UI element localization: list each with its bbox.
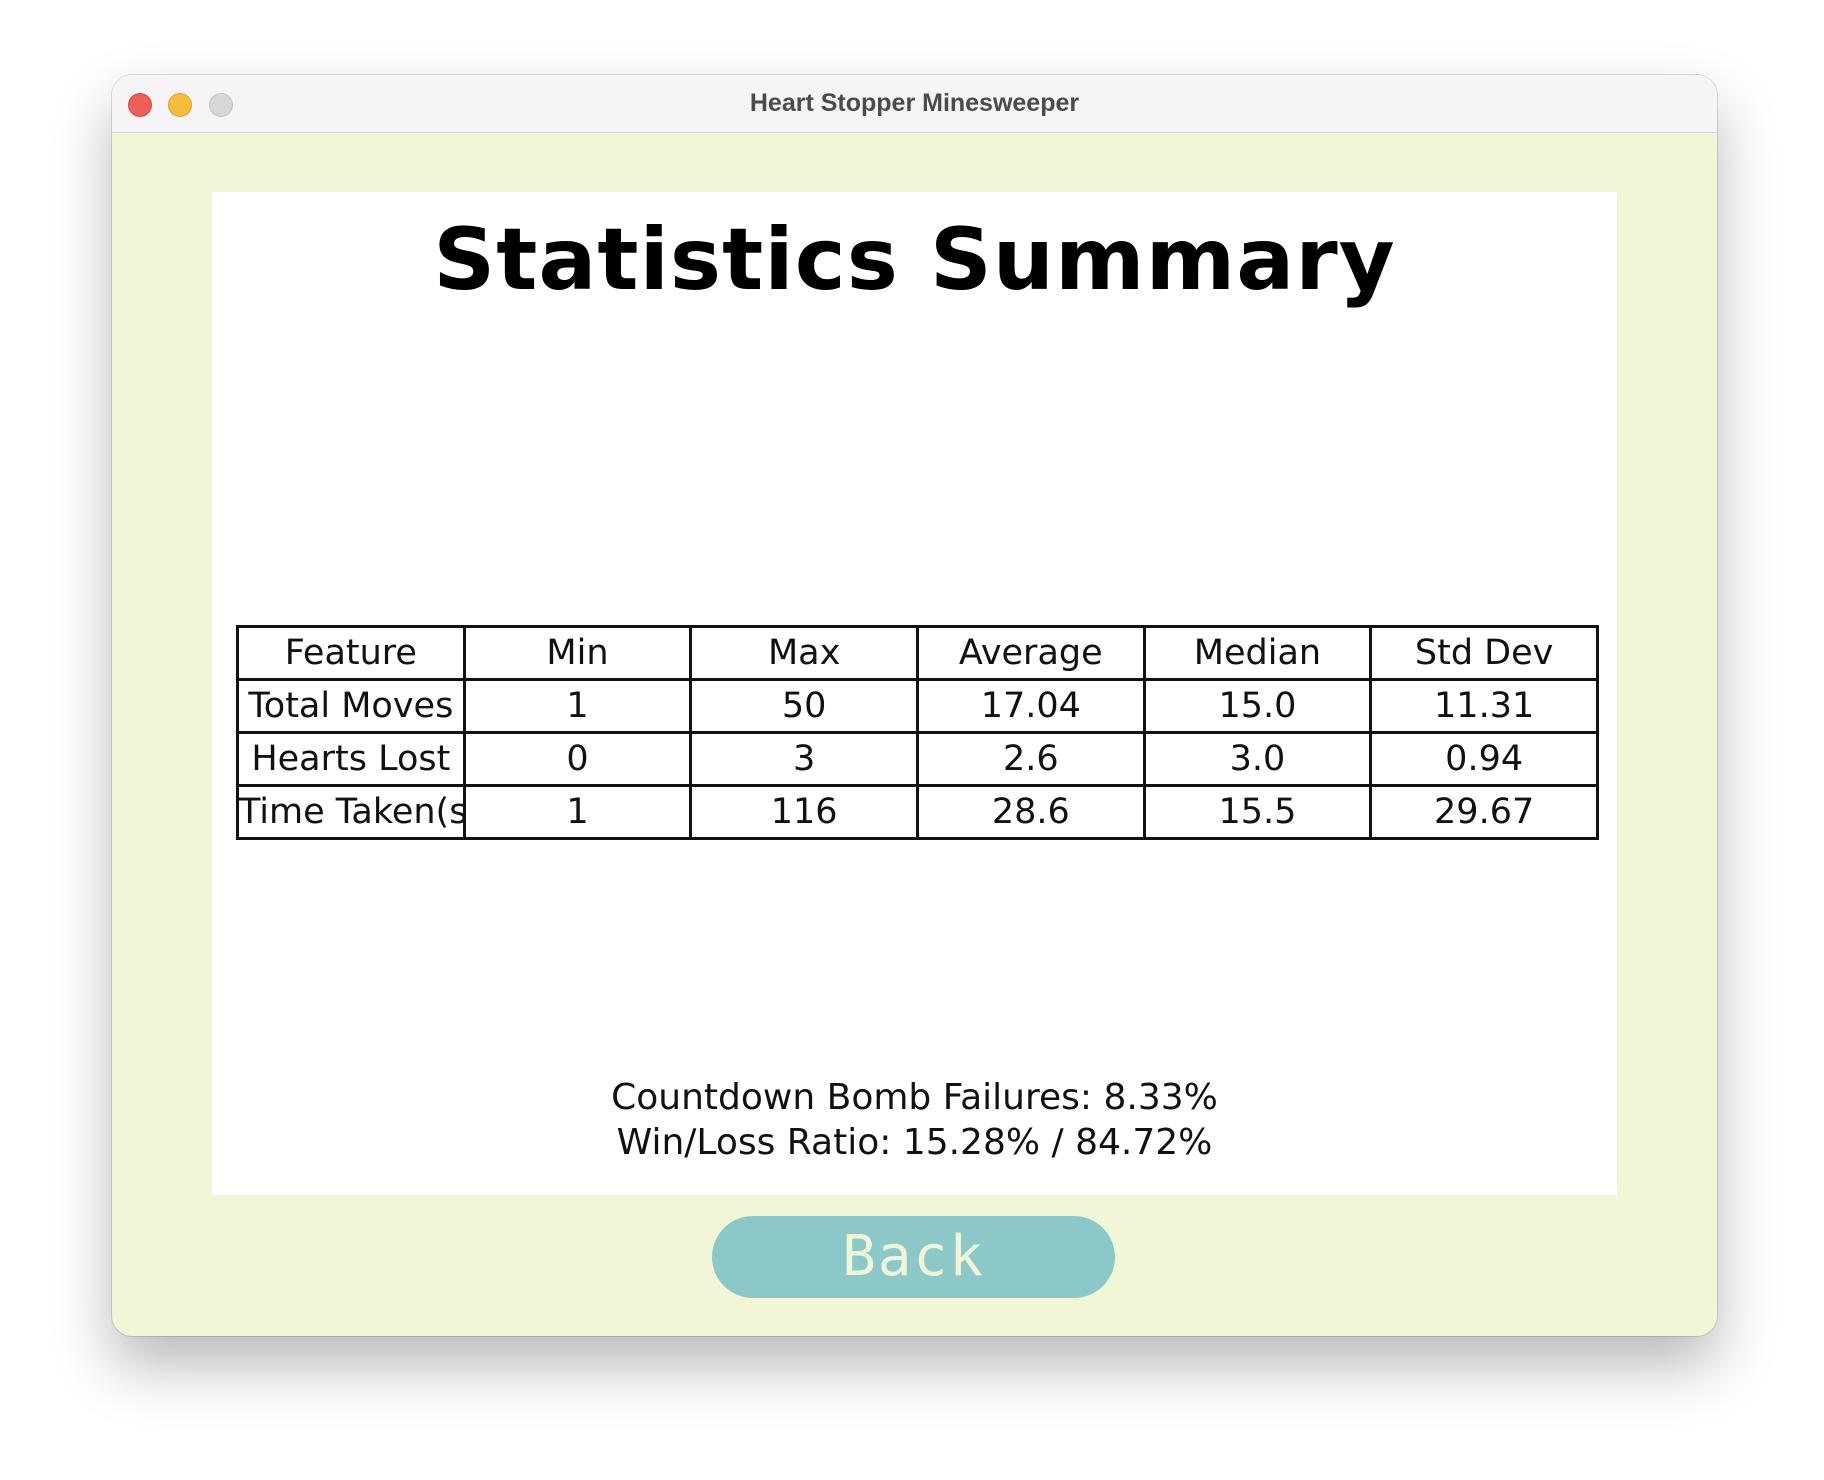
column-header: Median	[1142, 625, 1373, 681]
table-cell: Hearts Lost	[236, 731, 466, 787]
summary-text: Countdown Bomb Failures: 8.33% Win/Loss …	[212, 1075, 1617, 1165]
table-cell: 3.0	[1142, 731, 1373, 787]
table-cell: 28.6	[915, 784, 1146, 840]
statistics-table: Feature Min Max Average Median Std Dev T…	[236, 625, 1599, 840]
table-cell: Total Moves	[236, 678, 466, 734]
statistics-panel: Statistics Summary Feature Min Max Avera…	[212, 192, 1617, 1195]
minimize-window-button[interactable]	[168, 93, 192, 117]
column-header: Std Dev	[1369, 625, 1599, 681]
table-header-row: Feature Min Max Average Median Std Dev	[236, 625, 1599, 681]
back-button[interactable]: Back	[712, 1216, 1115, 1298]
bomb-failures-text: Countdown Bomb Failures: 8.33%	[611, 1077, 1218, 1118]
table-row: Time Taken(s) 1 116 28.6 15.5 29.67	[236, 784, 1599, 840]
zoom-window-button[interactable]	[209, 93, 233, 117]
table-cell: 15.0	[1142, 678, 1373, 734]
column-header: Min	[462, 625, 693, 681]
title-bar[interactable]: Heart Stopper Minesweeper	[112, 75, 1717, 133]
table-cell: 0	[462, 731, 693, 787]
table-cell: 29.67	[1369, 784, 1599, 840]
window-title: Heart Stopper Minesweeper	[749, 89, 1080, 117]
table-cell: 17.04	[915, 678, 1146, 734]
app-window: Heart Stopper Minesweeper Statistics Sum…	[112, 75, 1717, 1336]
table-cell: Time Taken(s)	[236, 784, 466, 840]
table-cell: 3	[689, 731, 919, 787]
table-cell: 50	[689, 678, 919, 734]
column-header: Max	[689, 625, 919, 681]
table-cell: 15.5	[1142, 784, 1373, 840]
win-loss-ratio-text: Win/Loss Ratio: 15.28% / 84.72%	[616, 1122, 1213, 1163]
table-row: Hearts Lost 0 3 2.6 3.0 0.94	[236, 731, 1599, 787]
table-cell: 116	[689, 784, 919, 840]
close-window-button[interactable]	[128, 93, 152, 117]
column-header: Average	[915, 625, 1146, 681]
table-cell: 0.94	[1369, 731, 1599, 787]
table-cell: 1	[462, 678, 693, 734]
table-row: Total Moves 1 50 17.04 15.0 11.31	[236, 678, 1599, 734]
page-title: Statistics Summary	[433, 210, 1396, 310]
column-header: Feature	[236, 625, 466, 681]
table-cell: 2.6	[915, 731, 1146, 787]
table-cell: 11.31	[1369, 678, 1599, 734]
table-cell: 1	[462, 784, 693, 840]
